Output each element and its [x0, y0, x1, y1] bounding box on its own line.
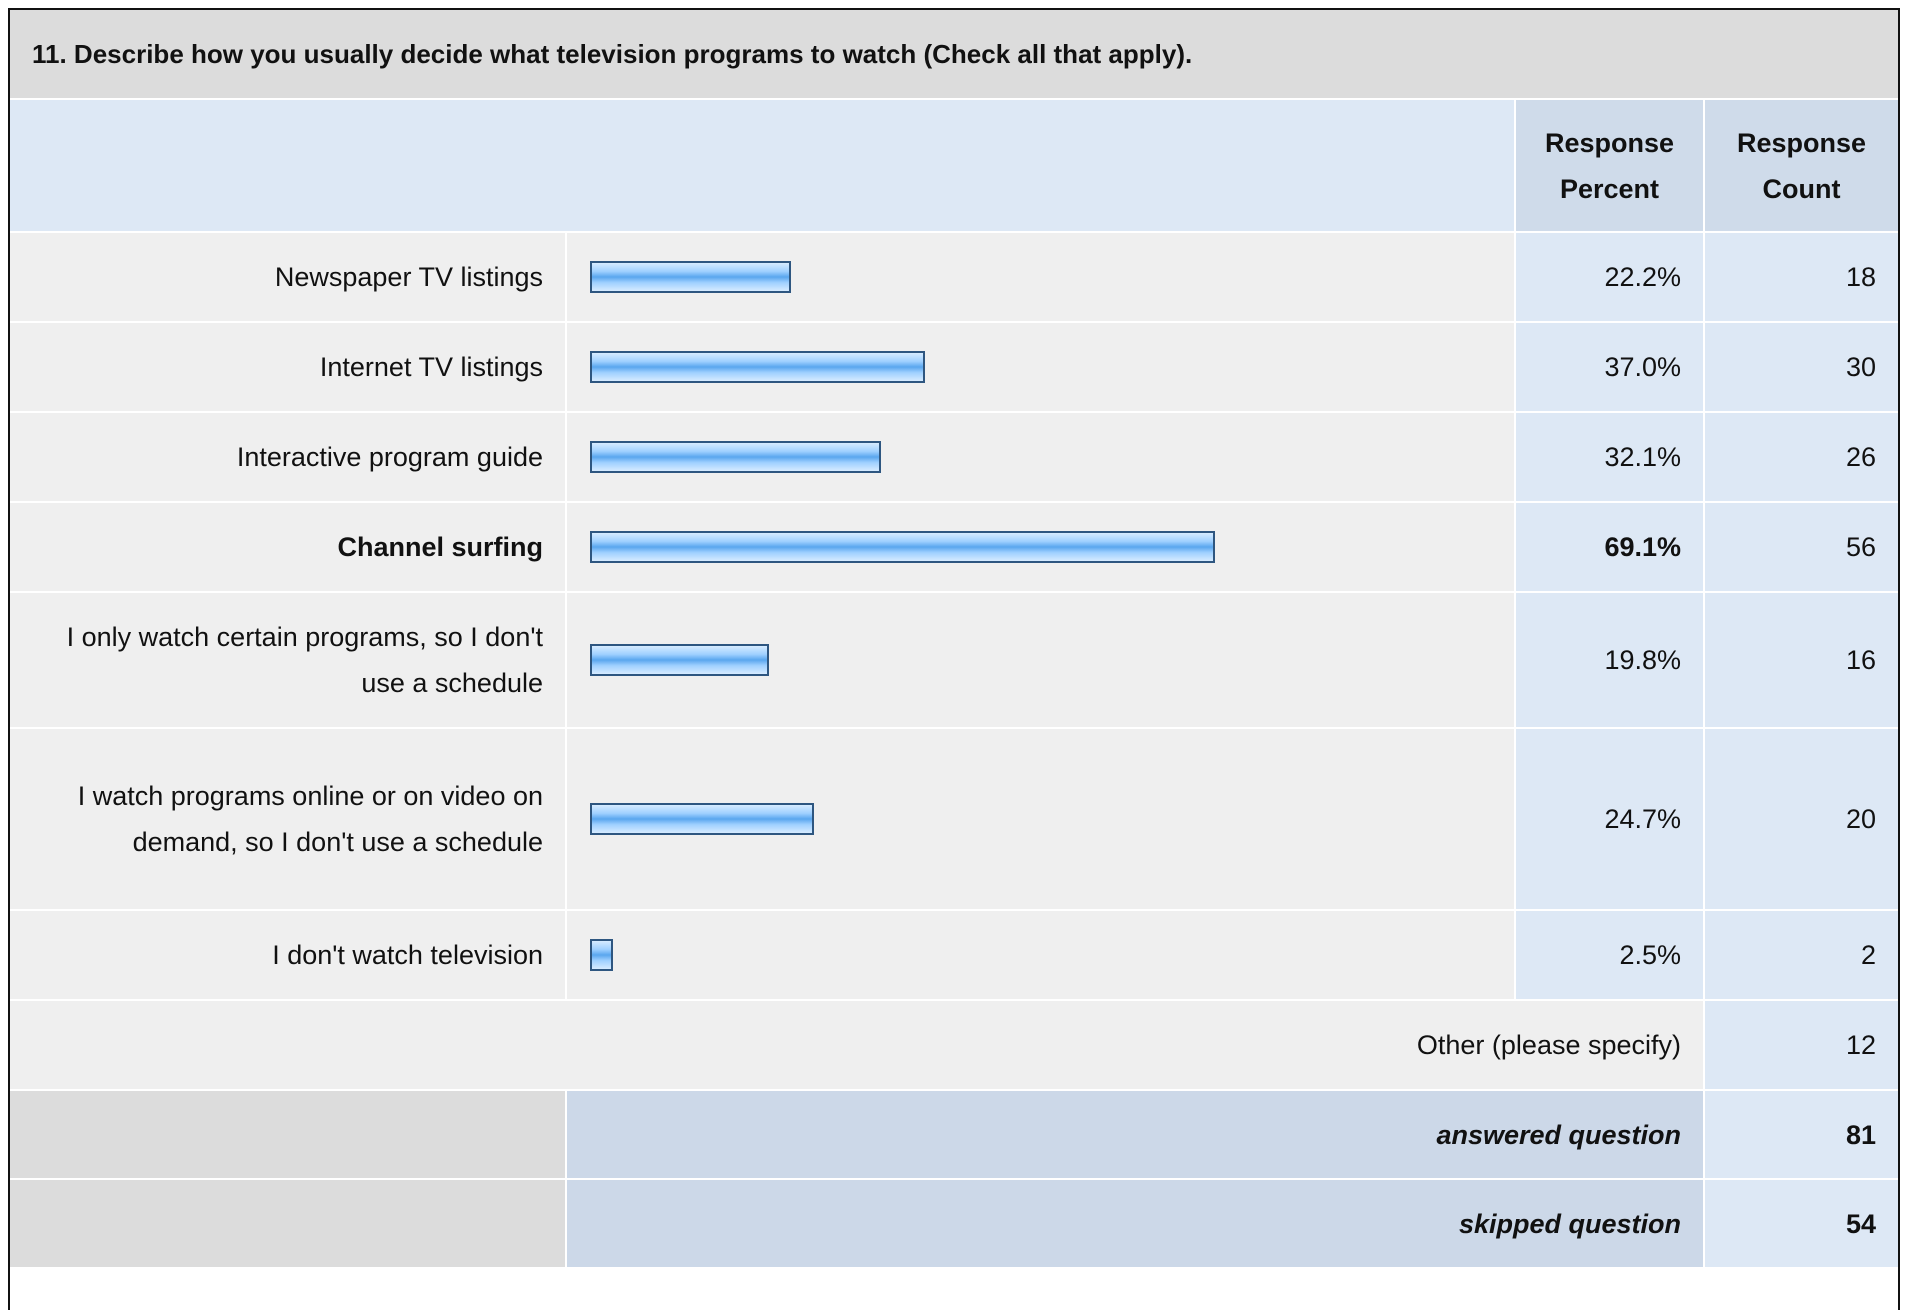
response-percent: 69.1% — [1516, 503, 1705, 593]
answer-label: I watch programs online or on video on d… — [10, 729, 567, 911]
answered-row: answered question 81 — [10, 1091, 1899, 1180]
bar-cell — [567, 729, 1516, 911]
answer-row: Newspaper TV listings 22.2% 18 — [10, 233, 1899, 323]
response-percent: 19.8% — [1516, 593, 1705, 729]
answer-label: Internet TV listings — [10, 323, 567, 413]
response-percent: 24.7% — [1516, 729, 1705, 911]
question-title: 11. Describe how you usually decide what… — [10, 10, 1899, 100]
other-count: 12 — [1705, 1001, 1899, 1091]
answered-label: answered question — [567, 1091, 1705, 1180]
answer-row: I only watch certain programs, so I don'… — [10, 593, 1899, 729]
bar — [590, 644, 770, 676]
skipped-count: 54 — [1705, 1180, 1899, 1269]
header-row: Response Percent Response Count — [10, 100, 1899, 233]
other-label: Other (please specify) — [10, 1001, 1705, 1091]
response-count: 56 — [1705, 503, 1899, 593]
bar — [590, 351, 925, 383]
answer-row: Interactive program guide 32.1% 26 — [10, 413, 1899, 503]
response-count: 18 — [1705, 233, 1899, 323]
response-percent: 22.2% — [1516, 233, 1705, 323]
response-percent: 2.5% — [1516, 911, 1705, 1001]
bar — [590, 939, 613, 971]
answer-label: I don't watch television — [10, 911, 567, 1001]
response-count: 16 — [1705, 593, 1899, 729]
answer-label: I only watch certain programs, so I don'… — [10, 593, 567, 729]
summary-blank — [10, 1180, 567, 1269]
response-percent: 37.0% — [1516, 323, 1705, 413]
response-count: 20 — [1705, 729, 1899, 911]
response-count: 2 — [1705, 911, 1899, 1001]
skipped-row: skipped question 54 — [10, 1180, 1899, 1269]
results-table: 11. Describe how you usually decide what… — [10, 10, 1899, 1269]
header-percent: Response Percent — [1516, 100, 1705, 233]
bar-cell — [567, 503, 1516, 593]
title-row: 11. Describe how you usually decide what… — [10, 10, 1899, 100]
answer-row: Channel surfing 69.1% 56 — [10, 503, 1899, 593]
bar — [590, 261, 791, 293]
answer-row: I don't watch television 2.5% 2 — [10, 911, 1899, 1001]
answer-label: Newspaper TV listings — [10, 233, 567, 323]
answer-row: Internet TV listings 37.0% 30 — [10, 323, 1899, 413]
summary-blank — [10, 1091, 567, 1180]
bar — [590, 441, 881, 473]
bar — [590, 803, 814, 835]
response-percent: 32.1% — [1516, 413, 1705, 503]
skipped-label: skipped question — [567, 1180, 1705, 1269]
bar — [590, 531, 1216, 563]
bar-cell — [567, 413, 1516, 503]
bar-cell — [567, 233, 1516, 323]
response-count: 26 — [1705, 413, 1899, 503]
survey-table: 11. Describe how you usually decide what… — [8, 8, 1900, 1310]
page: 11. Describe how you usually decide what… — [8, 8, 1900, 1310]
other-row: Other (please specify) 12 — [10, 1001, 1899, 1091]
bar-cell — [567, 911, 1516, 1001]
answered-count: 81 — [1705, 1091, 1899, 1180]
bar-cell — [567, 593, 1516, 729]
response-count: 30 — [1705, 323, 1899, 413]
bar-cell — [567, 323, 1516, 413]
answer-row: I watch programs online or on video on d… — [10, 729, 1899, 911]
header-blank — [10, 100, 1516, 233]
header-count: Response Count — [1705, 100, 1899, 233]
answer-label: Channel surfing — [10, 503, 567, 593]
answer-label: Interactive program guide — [10, 413, 567, 503]
